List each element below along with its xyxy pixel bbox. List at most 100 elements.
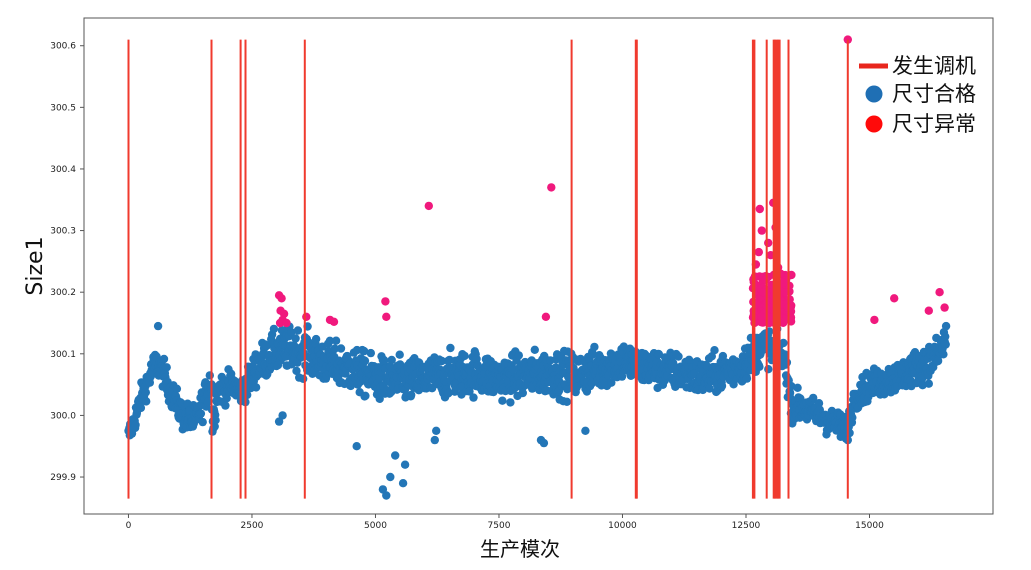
normal-point — [848, 413, 857, 422]
legend-marker-abnormal — [865, 115, 883, 133]
normal-point — [325, 336, 335, 345]
normal-point — [590, 342, 599, 352]
adjustment-lines-group — [127, 39, 849, 499]
normal-outlier-point — [274, 417, 284, 426]
normal-point — [764, 365, 773, 374]
normal-point — [562, 397, 572, 406]
legend-label-abnormal: 尺寸异常 — [892, 112, 976, 136]
normal-point — [293, 326, 303, 335]
abnormal-point — [381, 297, 390, 306]
normal-point — [588, 350, 597, 359]
normal-point — [205, 371, 214, 380]
normal-point — [607, 378, 616, 387]
abnormal-point — [424, 201, 433, 211]
normal-outlier-point — [382, 491, 391, 500]
normal-point — [395, 350, 404, 359]
normal-point — [361, 391, 370, 400]
x-tick-label: 15000 — [855, 521, 884, 531]
normal-points-group — [124, 321, 951, 500]
normal-point — [366, 348, 375, 358]
y-tick-label: 300.2 — [50, 288, 76, 298]
normal-outlier-point — [430, 435, 439, 445]
normal-point — [210, 422, 219, 431]
abnormal-point — [924, 306, 933, 315]
normal-outlier-point — [378, 485, 388, 494]
normal-point — [172, 384, 182, 393]
y-tick-label: 300.3 — [50, 227, 76, 237]
normal-outlier-point — [386, 472, 395, 482]
x-tick-label: 7500 — [488, 521, 511, 531]
normal-point — [142, 397, 151, 406]
normal-point — [131, 420, 140, 430]
x-tick-label: 0 — [126, 521, 132, 531]
normal-point — [331, 336, 341, 345]
abnormal-point — [329, 317, 339, 326]
normal-point — [469, 393, 478, 402]
normal-point — [684, 355, 694, 364]
normal-outlier-point — [400, 460, 410, 469]
normal-point — [145, 378, 154, 387]
normal-point — [251, 383, 261, 392]
abnormal-point — [757, 226, 766, 235]
normal-point — [796, 394, 805, 403]
normal-point — [939, 350, 948, 359]
abnormal-point — [870, 315, 879, 325]
y-tick-label: 300.1 — [50, 350, 76, 360]
legend-label-adjustment: 发生调机 — [892, 54, 976, 78]
normal-point — [718, 351, 728, 361]
y-tick-label: 300.4 — [50, 165, 76, 175]
x-axis-title: 生产模次 — [480, 537, 560, 561]
normal-point — [779, 338, 788, 348]
normal-point — [141, 388, 150, 397]
abnormal-point — [890, 294, 899, 303]
abnormal-point — [755, 204, 764, 214]
normal-point — [924, 379, 933, 388]
normal-point — [446, 343, 455, 353]
normal-point — [159, 354, 169, 364]
normal-point — [336, 344, 346, 353]
normal-point — [809, 393, 818, 403]
normal-point — [941, 332, 950, 341]
normal-point — [203, 397, 213, 406]
abnormal-point — [764, 238, 773, 248]
abnormal-point — [302, 312, 311, 321]
normal-point — [506, 398, 515, 407]
x-tick-label: 12500 — [732, 521, 761, 531]
abnormal-point — [275, 318, 285, 328]
normal-point — [299, 374, 308, 383]
normal-point — [211, 416, 220, 425]
normal-point — [395, 360, 405, 369]
normal-point — [437, 356, 447, 366]
normal-point — [407, 390, 416, 400]
y-tick-label: 300.6 — [50, 42, 76, 52]
normal-point — [269, 324, 279, 334]
normal-point — [742, 374, 752, 383]
normal-outlier-point — [391, 451, 400, 460]
normal-point — [311, 334, 321, 344]
normal-point — [654, 350, 664, 359]
normal-point — [359, 346, 369, 356]
abnormal-point — [940, 303, 949, 312]
normal-point — [196, 409, 206, 418]
abnormal-point — [766, 313, 775, 322]
abnormal-point — [935, 288, 944, 297]
normal-point — [292, 366, 301, 376]
normal-point — [198, 417, 207, 427]
normal-point — [845, 428, 854, 438]
axes-group: 0 2500 5000 7500 10000 12500 15000 299.9 300.0 30… — [50, 42, 884, 531]
normal-point — [360, 356, 370, 365]
normal-point — [705, 384, 714, 393]
normal-point — [498, 396, 507, 405]
normal-point — [530, 345, 539, 354]
abnormal-point — [282, 318, 291, 328]
normal-point — [814, 399, 824, 408]
normal-outlier-point — [278, 411, 287, 420]
abnormal-point — [778, 278, 788, 288]
abnormal-point — [757, 312, 766, 322]
normal-point — [710, 346, 719, 355]
y-tick-label: 300.5 — [50, 103, 76, 113]
normal-point — [941, 340, 950, 349]
normal-point — [262, 341, 271, 351]
normal-point — [291, 334, 300, 343]
